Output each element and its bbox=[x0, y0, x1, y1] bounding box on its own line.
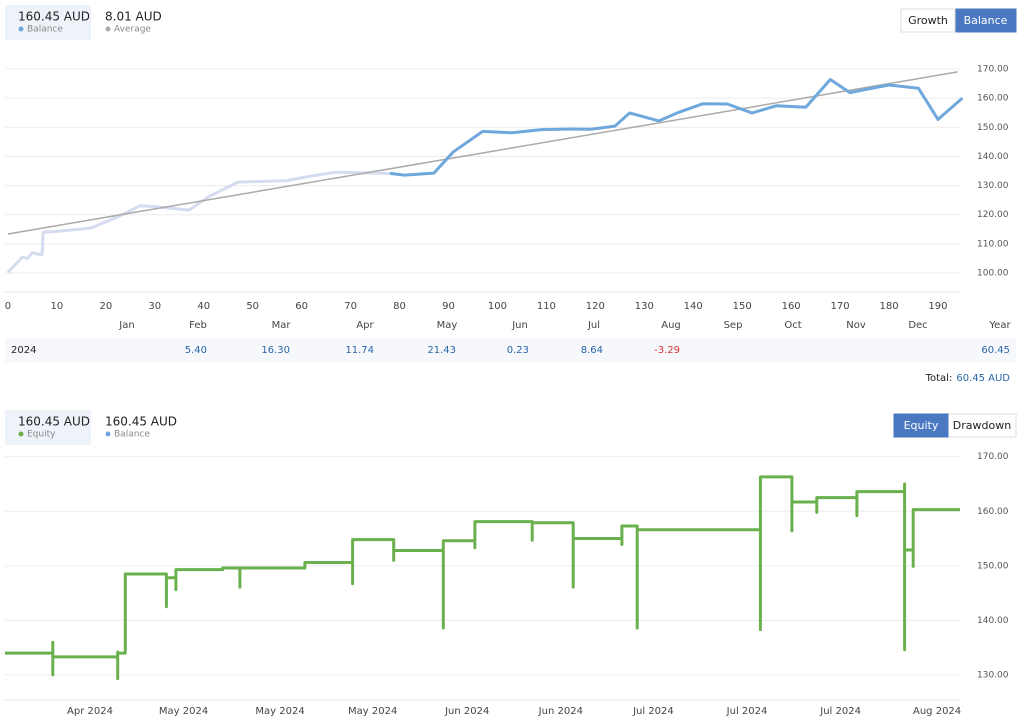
y-tick-label: 140.00 bbox=[977, 616, 1009, 626]
toggle-button[interactable] bbox=[893, 413, 949, 438]
toggle-label[interactable]: Balance bbox=[964, 14, 1008, 27]
table-cell: 5.40 bbox=[185, 345, 207, 356]
y-tick-label: 140.00 bbox=[977, 152, 1009, 162]
legend-label: Equity bbox=[27, 430, 56, 440]
x-tick-label: Aug 2024 bbox=[913, 706, 961, 717]
y-tick-label: 130.00 bbox=[977, 181, 1009, 191]
summary-value: 160.45 AUD bbox=[18, 415, 90, 429]
column-header: Year bbox=[988, 320, 1011, 331]
x-tick-label: Jun 2024 bbox=[444, 706, 489, 717]
x-tick-label: 40 bbox=[197, 301, 210, 312]
column-header: Apr bbox=[356, 320, 374, 331]
table-cell: 11.74 bbox=[345, 345, 374, 356]
x-tick-label: 0 bbox=[5, 301, 11, 312]
series-line bbox=[389, 78, 964, 177]
summary-value: 160.45 AUD bbox=[105, 415, 177, 429]
column-header: Oct bbox=[784, 320, 801, 331]
x-tick-label: 150 bbox=[733, 301, 752, 312]
y-tick-label: 170.00 bbox=[977, 64, 1009, 74]
legend-dot bbox=[105, 26, 111, 32]
y-tick-label: 150.00 bbox=[977, 561, 1009, 571]
summary-value: 8.01 AUD bbox=[105, 10, 162, 24]
column-header: Sep bbox=[724, 320, 743, 331]
x-tick-label: Jul 2024 bbox=[726, 706, 768, 717]
series-line bbox=[6, 170, 390, 274]
x-tick-label: 60 bbox=[295, 301, 308, 312]
x-tick-label: 190 bbox=[928, 301, 947, 312]
legend-dot bbox=[105, 431, 111, 437]
column-header: Jun bbox=[511, 320, 528, 331]
table-row bbox=[5, 338, 1016, 362]
y-tick-label: 170.00 bbox=[977, 452, 1009, 462]
legend-label: Balance bbox=[27, 25, 63, 35]
y-tick-label: 130.00 bbox=[977, 670, 1009, 680]
x-tick-label: 70 bbox=[344, 301, 357, 312]
x-tick-label: Jun 2024 bbox=[538, 706, 583, 717]
y-tick-label: 160.00 bbox=[977, 94, 1009, 104]
toggle-button[interactable] bbox=[900, 8, 956, 33]
summary-card bbox=[5, 5, 91, 40]
column-header: Jul bbox=[587, 320, 600, 331]
x-tick-label: 160 bbox=[782, 301, 801, 312]
x-tick-label: 50 bbox=[246, 301, 259, 312]
x-tick-label: 20 bbox=[99, 301, 112, 312]
toggle-label[interactable]: Equity bbox=[904, 419, 939, 432]
x-tick-label: Apr 2024 bbox=[67, 706, 113, 717]
toggle-label[interactable]: Drawdown bbox=[953, 419, 1011, 432]
x-tick-label: 30 bbox=[148, 301, 161, 312]
x-tick-label: 110 bbox=[537, 301, 556, 312]
row-label: 2024 bbox=[11, 345, 36, 356]
column-header: Nov bbox=[846, 320, 866, 331]
x-tick-label: Jul 2024 bbox=[819, 706, 861, 717]
legend-label: Average bbox=[114, 25, 151, 35]
y-tick-label: 160.00 bbox=[977, 507, 1009, 517]
x-tick-label: May 2024 bbox=[348, 706, 397, 717]
series-line bbox=[7, 71, 958, 235]
total-value: 60.45 AUD bbox=[956, 373, 1010, 384]
x-tick-label: 180 bbox=[879, 301, 898, 312]
x-tick-label: 130 bbox=[635, 301, 654, 312]
x-tick-label: 140 bbox=[684, 301, 703, 312]
x-tick-label: 120 bbox=[586, 301, 605, 312]
column-header: Jan bbox=[118, 320, 134, 331]
x-tick-label: 90 bbox=[442, 301, 455, 312]
column-header: Dec bbox=[908, 320, 927, 331]
x-tick-label: 170 bbox=[831, 301, 850, 312]
y-tick-label: 110.00 bbox=[977, 239, 1009, 249]
legend-dot bbox=[18, 431, 24, 437]
legend-dot bbox=[18, 26, 24, 32]
table-cell: 16.30 bbox=[261, 345, 290, 356]
legend-label: Balance bbox=[114, 430, 150, 440]
column-header: Feb bbox=[189, 320, 207, 331]
x-tick-label: 80 bbox=[393, 301, 406, 312]
y-tick-label: 100.00 bbox=[977, 269, 1009, 279]
total-label: Total: bbox=[925, 373, 953, 384]
y-tick-label: 150.00 bbox=[977, 123, 1009, 133]
x-tick-label: May 2024 bbox=[255, 706, 304, 717]
toggle-label[interactable]: Growth bbox=[908, 14, 948, 27]
x-tick-label: 100 bbox=[488, 301, 507, 312]
column-header: May bbox=[437, 320, 458, 331]
table-cell: 8.64 bbox=[581, 345, 603, 356]
x-tick-label: May 2024 bbox=[159, 706, 208, 717]
table-cell: 60.45 bbox=[981, 345, 1010, 356]
column-header: Aug bbox=[661, 320, 681, 331]
table-cell: 21.43 bbox=[427, 345, 456, 356]
table-cell: 0.23 bbox=[507, 345, 529, 356]
summary-card bbox=[5, 410, 91, 445]
column-header: Mar bbox=[272, 320, 292, 331]
table-cell: -3.29 bbox=[654, 345, 680, 356]
x-tick-label: 10 bbox=[51, 301, 64, 312]
y-tick-label: 120.00 bbox=[977, 210, 1009, 220]
summary-value: 160.45 AUD bbox=[18, 10, 90, 24]
x-tick-label: Jul 2024 bbox=[632, 706, 674, 717]
series-line bbox=[5, 475, 960, 681]
